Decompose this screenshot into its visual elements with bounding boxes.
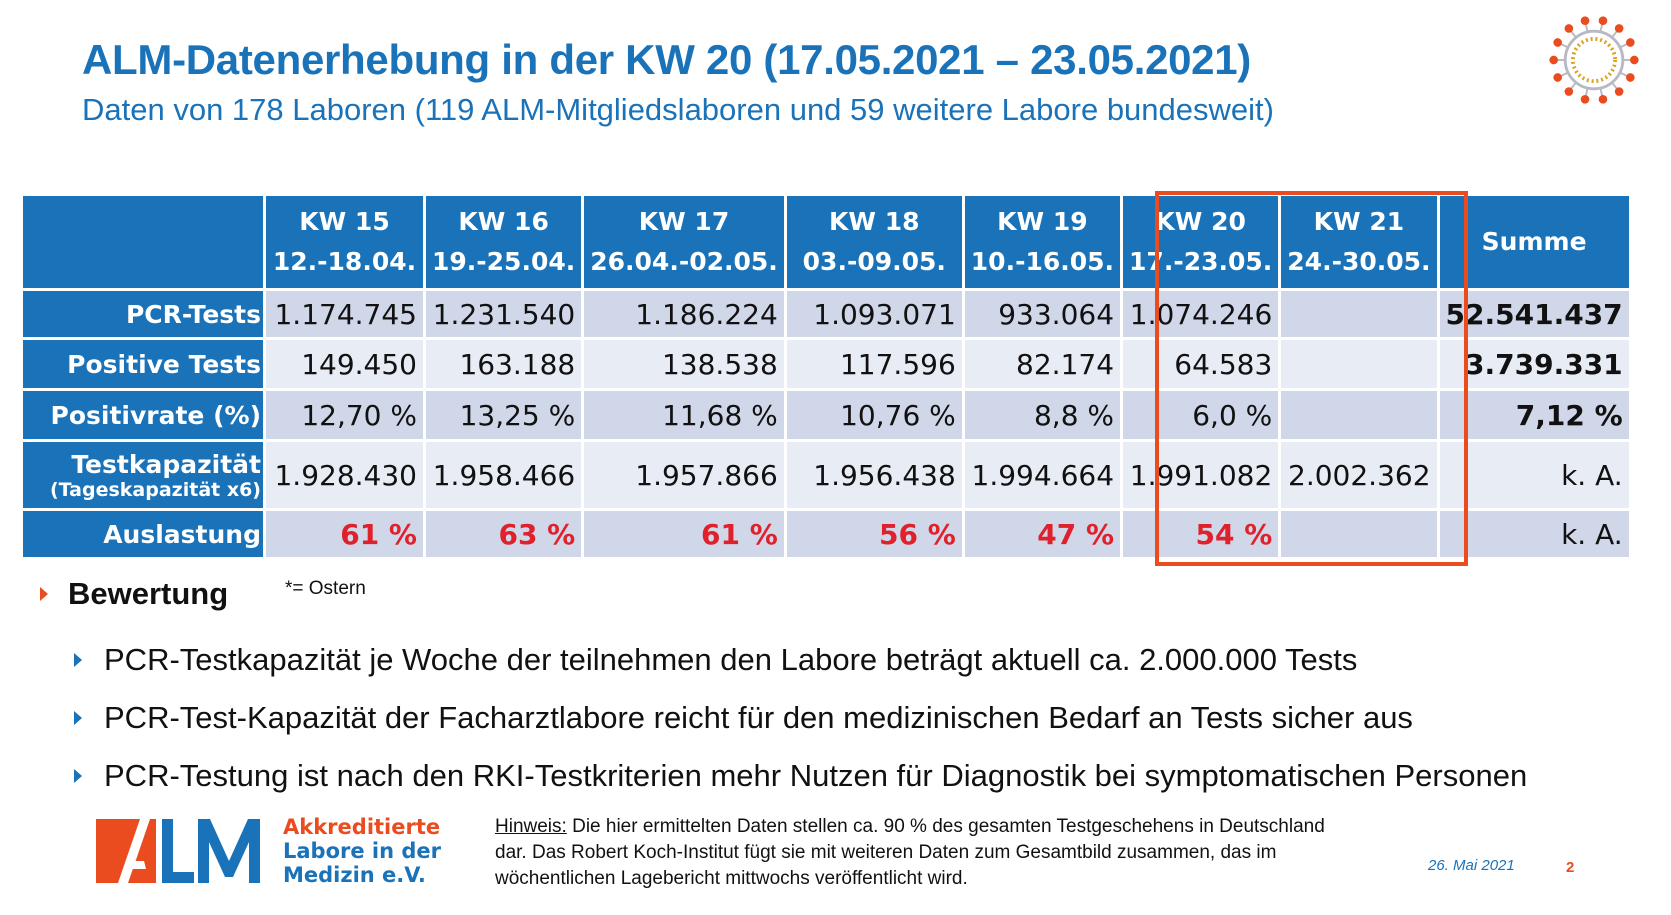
row-header: Auslastung [23, 511, 263, 557]
table-cell: 6,0 % [1123, 391, 1278, 439]
table-cell: 12,70 % [266, 391, 423, 439]
table-cell: 933.064 [965, 291, 1120, 337]
table-cell [1281, 391, 1436, 439]
list-item-text: PCR-Testkapazität je Woche der teilnehme… [104, 642, 1357, 678]
bullet-arrow-icon [74, 653, 82, 667]
table-cell: 2.002.362 [1281, 442, 1436, 508]
logo-line: Akkreditierte [283, 815, 441, 839]
table-cell: 1.074.246 [1123, 291, 1278, 337]
slide: ALM-Datenerhebung in der KW 20 (17.05.20… [0, 0, 1671, 915]
hint-label: Hinweis: [495, 816, 567, 837]
table-cell [1281, 340, 1436, 388]
evaluation-list: PCR-Testkapazität je Woche der teilnehme… [74, 631, 1527, 805]
table-row: Positivrate (%) 12,70 % 13,25 % 11,68 % … [23, 391, 1629, 439]
evaluation-heading-label: Bewertung [68, 576, 228, 612]
logo-line: Medizin e.V. [283, 863, 441, 887]
column-header: KW 21 24.-30.05. [1281, 196, 1436, 288]
hint-text: Die hier ermittelten Daten stellen ca. 9… [495, 816, 1325, 889]
page-number: 2 [1566, 859, 1574, 876]
table-cell: 1.231.540 [426, 291, 581, 337]
sum-cell: 52.541.437 [1440, 291, 1629, 337]
list-item-text: PCR-Testung ist nach den RKI-Testkriteri… [104, 758, 1527, 794]
table-cell: 8,8 % [965, 391, 1120, 439]
list-item: PCR-Test-Kapazität der Facharztlabore re… [74, 689, 1527, 747]
table-cell: 47 % [965, 511, 1120, 557]
table-cell: 138.538 [584, 340, 784, 388]
table-header-row: KW 15 12.-18.04. KW 16 19.-25.04. KW 17 26.… [23, 196, 1629, 288]
lab-data-table: KW 15 12.-18.04. KW 16 19.-25.04. KW 17 26.… [20, 193, 1632, 560]
list-item: PCR-Testkapazität je Woche der teilnehme… [74, 631, 1527, 689]
table-cell: 1.186.224 [584, 291, 784, 337]
table-cell: 61 % [584, 511, 784, 557]
table-row: Testkapazität (Tageskapazität x6) 1.928.4… [23, 442, 1629, 508]
page-title: ALM-Datenerhebung in der KW 20 (17.05.20… [82, 36, 1251, 84]
hint-note: Hinweis: Die hier ermittelten Daten stel… [495, 814, 1325, 892]
footnote: *= Ostern [285, 578, 366, 600]
row-header: Positivrate (%) [23, 391, 263, 439]
bullet-arrow-icon [74, 711, 82, 725]
table-corner-cell [23, 196, 263, 288]
sum-cell: k. A. [1440, 442, 1629, 508]
table-cell: 56 % [787, 511, 962, 557]
table-cell [1281, 291, 1436, 337]
table-cell: 1.991.082 [1123, 442, 1278, 508]
list-item-text: PCR-Test-Kapazität der Facharztlabore re… [104, 700, 1413, 736]
row-header: Testkapazität (Tageskapazität x6) [23, 442, 263, 508]
column-header: KW 15 12.-18.04. [266, 196, 423, 288]
table-cell: 1.958.466 [426, 442, 581, 508]
table-cell: 63 % [426, 511, 581, 557]
column-header: KW 17 26.04.-02.05. [584, 196, 784, 288]
table-cell: 1.928.430 [266, 442, 423, 508]
table-cell: 64.583 [1123, 340, 1278, 388]
table-cell: 11,68 % [584, 391, 784, 439]
sum-cell: 3.739.331 [1440, 340, 1629, 388]
logo-line: Labore in der [283, 839, 441, 863]
table-cell: 1.093.071 [787, 291, 962, 337]
evaluation-heading: Bewertung [40, 576, 228, 612]
table-cell: 1.956.438 [787, 442, 962, 508]
row-subheader: (Tageskapazität x6) [29, 479, 261, 501]
table-row: Positive Tests 149.450 163.188 138.538 1… [23, 340, 1629, 388]
bullet-arrow-icon [74, 769, 82, 783]
column-header: KW 16 19.-25.04. [426, 196, 581, 288]
table-cell: 1.994.664 [965, 442, 1120, 508]
column-header: KW 20 17.-23.05. [1123, 196, 1278, 288]
table-cell: 61 % [266, 511, 423, 557]
table-cell: 1.957.866 [584, 442, 784, 508]
sum-column-header: Summe [1440, 196, 1629, 288]
bullet-arrow-icon [40, 587, 48, 601]
column-header: KW 19 10.-16.05. [965, 196, 1120, 288]
table-cell: 117.596 [787, 340, 962, 388]
table-cell: 10,76 % [787, 391, 962, 439]
table-cell: 82.174 [965, 340, 1120, 388]
row-header: Positive Tests [23, 340, 263, 388]
list-item: PCR-Testung ist nach den RKI-Testkriteri… [74, 747, 1527, 805]
table-row: PCR-Tests 1.174.745 1.231.540 1.186.224 … [23, 291, 1629, 337]
sum-cell: 7,12 % [1440, 391, 1629, 439]
table-cell: 54 % [1123, 511, 1278, 557]
alm-logo [96, 815, 276, 887]
table-cell: 149.450 [266, 340, 423, 388]
table-cell: 163.188 [426, 340, 581, 388]
page-subtitle: Daten von 178 Laboren (119 ALM-Mitglieds… [82, 92, 1274, 128]
table-row: Auslastung 61 % 63 % 61 % 56 % 47 % 54 %… [23, 511, 1629, 557]
table-cell: 13,25 % [426, 391, 581, 439]
column-header: KW 18 03.-09.05. [787, 196, 962, 288]
table-cell: 1.174.745 [266, 291, 423, 337]
row-header: PCR-Tests [23, 291, 263, 337]
table-cell [1281, 511, 1436, 557]
logo-text: Akkreditierte Labore in der Medizin e.V. [283, 815, 441, 887]
sum-cell: k. A. [1440, 511, 1629, 557]
virus-icon [1546, 12, 1642, 108]
slide-date: 26. Mai 2021 [1428, 857, 1515, 874]
